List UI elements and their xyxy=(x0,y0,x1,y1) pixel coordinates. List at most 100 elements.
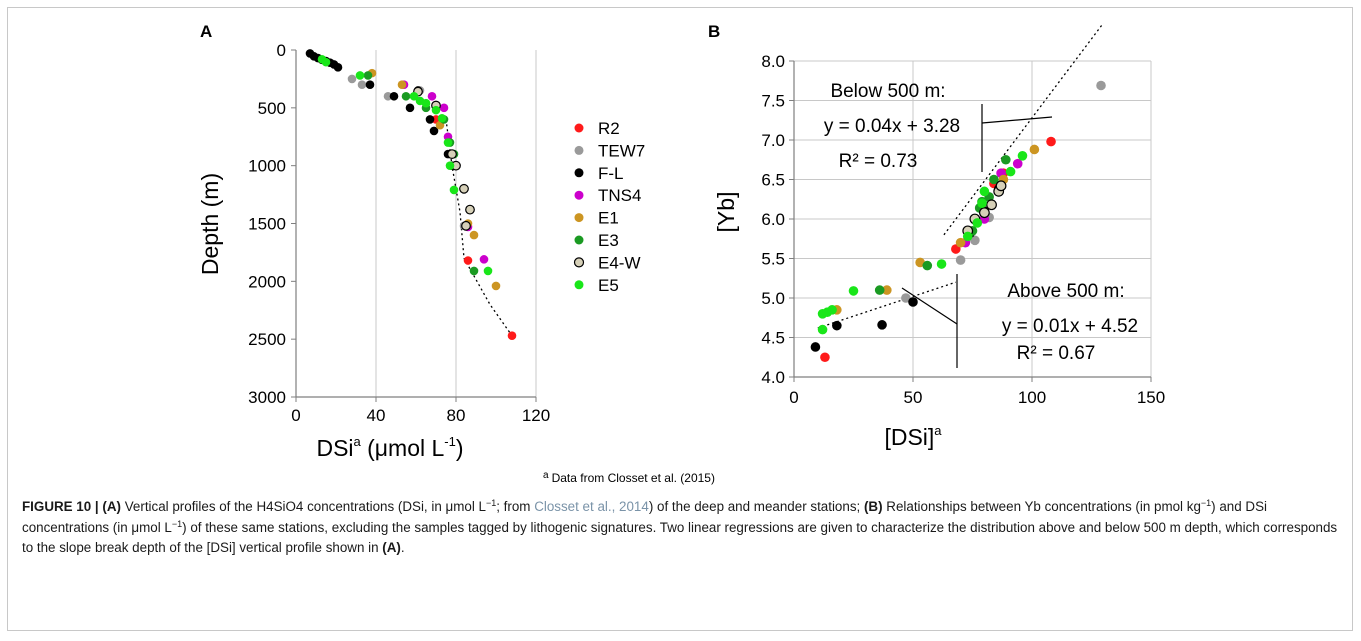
panel-b-grid xyxy=(794,60,1152,377)
fit-below-label: Below 500 m: xyxy=(830,81,945,102)
panel-a-ytick-label: 2500 xyxy=(248,330,286,349)
panel-a-point-r2 xyxy=(507,331,517,340)
panel-a-point-e5 xyxy=(437,113,447,123)
panel-a-point-e5 xyxy=(443,138,453,147)
panel-b-point-e5 xyxy=(827,305,837,315)
panel-b-point-e5 xyxy=(972,218,983,228)
legend-marker-e4-w xyxy=(573,257,585,268)
legend-marker-e5 xyxy=(574,280,584,290)
panel-a-label: A xyxy=(200,22,212,41)
caption-b-text3: ) of these same stations, excluding the … xyxy=(22,519,1338,556)
legend-label-e5: E5 xyxy=(598,276,619,295)
panel-a-xtick-label: 80 xyxy=(447,406,466,425)
panel-b-point-e1 xyxy=(955,237,966,248)
panel-a-points xyxy=(305,49,517,340)
caption-a-label: (A) xyxy=(102,499,121,514)
panel-a-xtick-label: 0 xyxy=(291,406,300,425)
panel-b-ytick-label: 8.0 xyxy=(761,52,785,71)
panel-b-label: B xyxy=(708,22,720,41)
panel-b-point-tns4 xyxy=(1012,158,1023,169)
panel-a-point-tew7 xyxy=(347,74,357,84)
panel-b-xlabel: [DSi]a xyxy=(884,423,942,450)
legend-label-tew7: TEW7 xyxy=(598,141,645,160)
footnote: a Data from Closset et al. (2015) xyxy=(543,470,715,485)
legend-label-e3: E3 xyxy=(598,231,619,250)
panel-b-point-e5 xyxy=(817,324,828,335)
panel-b-point-e1 xyxy=(1029,144,1040,155)
fit-above-equation: y = 0.01x + 4.52 xyxy=(1002,316,1138,337)
caption-b-label: (B) xyxy=(863,499,883,514)
panel-a-point-tns4 xyxy=(427,91,437,101)
panel-b-point-e4-w xyxy=(995,180,1007,192)
panel-b-point-tew7 xyxy=(901,293,911,303)
panel-b-point-e5 xyxy=(936,259,947,269)
panel-b-axes: 4.0 4.5 5.0 5.5 6.0 6.5 7.0 7.5 8.0 0 50 100 150 xyxy=(761,52,1165,407)
panel-b-xtick-label: 150 xyxy=(1137,388,1165,407)
panel-b-ytick-label: 4.5 xyxy=(761,329,785,348)
legend-marker-e1 xyxy=(574,213,584,223)
caption-figure-label: FIGURE 10 | xyxy=(22,499,99,514)
fit-below-pointer xyxy=(981,116,1053,124)
panel-b-point-e4-w xyxy=(986,199,997,211)
caption-a-text: Vertical profiles of the H4SiO4 concentr… xyxy=(121,499,486,514)
panel-b-fits xyxy=(817,22,1104,329)
panel-b-point-e1 xyxy=(882,285,892,295)
panel-a-point-tew7 xyxy=(383,91,393,101)
fit-below-r2: R² = 0.73 xyxy=(839,151,918,172)
panel-a-point-e4-w xyxy=(459,183,469,194)
panel-b-point-e1 xyxy=(915,257,925,268)
panel-b-annotations: Below 500 m: y = 0.04x + 3.28 R² = 0.73 … xyxy=(824,81,1138,368)
panel-a-point-e3 xyxy=(401,91,411,101)
panel-a-trendline xyxy=(445,119,513,337)
legend-label-e1: E1 xyxy=(598,209,619,228)
panel-a-grid xyxy=(375,50,537,397)
panel-b-point-e5 xyxy=(1005,166,1016,177)
panel-b-fit-line-0 xyxy=(943,22,1104,236)
panel-a-point-e4-w xyxy=(465,204,475,215)
panel-b-points xyxy=(810,80,1106,363)
panel-b-point-f-l xyxy=(832,320,842,331)
legend-label-e4-w: E4-W xyxy=(598,253,641,272)
panel-b-point-e3 xyxy=(989,174,999,185)
panel-a-trend xyxy=(445,119,513,337)
caption-citation-link[interactable]: Closset et al., 2014 xyxy=(534,499,649,514)
panel-a-point-tns4 xyxy=(439,103,449,113)
legend-marker-f-l xyxy=(574,168,584,178)
figure-caption: FIGURE 10 | (A) Vertical profiles of the… xyxy=(22,497,1340,559)
fit-above-label: Above 500 m: xyxy=(1007,281,1124,302)
panel-a-point-tew7 xyxy=(357,80,367,89)
panel-b-point-r2 xyxy=(820,352,830,363)
legend: R2 TEW7 F-L TNS4 E1 E3 E4-W E5 xyxy=(573,119,645,295)
panel-b-point-e5 xyxy=(979,186,990,197)
panel-a: A 0 500 1000 1500 2000 2500 3000 0 40 80 120 Depth… xyxy=(197,22,550,461)
panel-b-ytick-label: 7.0 xyxy=(761,131,785,150)
panel-a-ytick-label: 2000 xyxy=(248,272,286,291)
caption-b-exp: −1 xyxy=(1200,498,1212,508)
panel-b-point-e4-w xyxy=(979,207,990,219)
panel-a-xlabel: DSia (μmol L-1) xyxy=(316,434,463,461)
panel-a-point-e1 xyxy=(397,80,407,89)
panel-b: B 4.0 4.5 5.0 5.5 6.0 6.5 7.0 7.5 8.0 0 50 100 150 B… xyxy=(708,22,1165,450)
panel-a-point-f-l xyxy=(333,63,343,72)
panel-b-point-f-l xyxy=(908,297,918,307)
panel-a-point-e5 xyxy=(355,71,365,80)
panel-a-point-tns4 xyxy=(479,255,489,264)
panel-a-point-e5 xyxy=(421,98,431,108)
panel-a-xtick-label: 40 xyxy=(367,406,386,425)
panel-b-ytick-label: 6.5 xyxy=(761,171,785,190)
panel-a-point-e4-w xyxy=(447,149,457,160)
panel-b-point-e5 xyxy=(1017,151,1028,161)
legend-label-r2: R2 xyxy=(598,119,620,138)
caption-a-text3: ) of the deep and meander stations; xyxy=(648,499,864,514)
panel-b-point-tew7 xyxy=(970,235,980,246)
fit-above-r2: R² = 0.67 xyxy=(1017,343,1096,364)
caption-end-text: . xyxy=(400,540,405,555)
panel-a-point-e1 xyxy=(491,281,501,291)
caption-b-text: Relationships between Yb concentrations … xyxy=(882,499,1201,514)
panel-b-ytick-label: 6.0 xyxy=(761,210,785,229)
caption-b-text2: ) and DSi concentrations (in μmol L xyxy=(22,499,1267,535)
panel-b-point-f-l xyxy=(810,342,821,352)
panel-b-point-e3 xyxy=(1001,154,1011,165)
panel-b-ytick-label: 7.5 xyxy=(761,92,785,111)
